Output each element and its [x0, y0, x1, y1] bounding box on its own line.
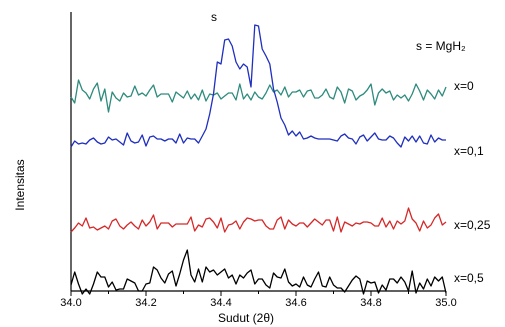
- series-labels: x=0 x=0,1 x=0,25 x=0,5: [454, 79, 491, 285]
- x-tick-label-34.2: 34.2: [135, 297, 156, 309]
- x-tick-labels: 34.0 34.2 34.4 34.6 34.8 35.0: [60, 297, 456, 309]
- x-tick-label-34.4: 34.4: [210, 297, 231, 309]
- x-tick-label-34.6: 34.6: [285, 297, 306, 309]
- x-tick-label-35.0: 35.0: [435, 297, 456, 309]
- series-line-x-0-5: [70, 249, 447, 295]
- series-layer: [70, 24, 447, 295]
- y-axis-title: Intensitas: [13, 159, 27, 210]
- series-line-x-0-25: [70, 207, 447, 233]
- x-tick-label-34.8: 34.8: [360, 297, 381, 309]
- x-axis-title: Sudut (2θ): [218, 311, 274, 325]
- axes-frame: [70, 12, 446, 292]
- x-tick-label-34.0: 34.0: [60, 297, 81, 309]
- series-label-x-0-25: x=0,25: [454, 218, 491, 232]
- legend-note: s = MgH₂: [416, 39, 466, 53]
- series-label-x-0-1: x=0,1: [454, 144, 484, 158]
- series-line-x-0: [70, 79, 447, 113]
- series-label-x-0-5: x=0,5: [454, 271, 484, 285]
- series-line-x-0-1: [70, 24, 446, 148]
- peak-label: s: [211, 10, 217, 24]
- x-ticks: [70, 291, 447, 296]
- series-label-x-0: x=0: [454, 79, 474, 93]
